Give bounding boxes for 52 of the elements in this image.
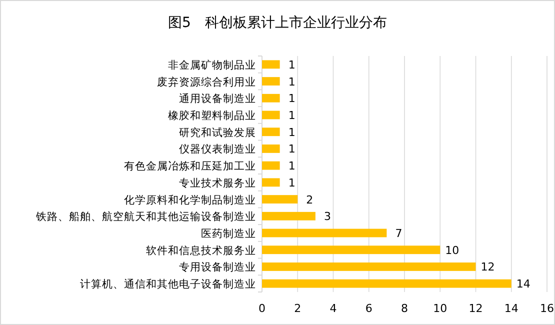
- y-tick-label: 铁路、船舶、航空航天和其他运输设备制造业: [35, 210, 256, 224]
- x-tick-label: 8: [401, 302, 408, 315]
- x-tick-label: 16: [540, 302, 554, 315]
- data-label: 1: [288, 176, 296, 190]
- chart-title: 图5 科创板累计上市企业行业分布: [168, 15, 387, 31]
- x-tick-label: 10: [433, 302, 448, 315]
- data-label: 1: [288, 126, 296, 139]
- y-tick-label: 仪器仪表制造业: [179, 142, 256, 156]
- data-label: 14: [516, 278, 530, 291]
- data-label: 2: [306, 193, 314, 206]
- y-tick-label: 橡胶和塑料制品业: [168, 109, 256, 122]
- data-label: 10: [445, 244, 460, 257]
- y-tick-label: 通用设备制造业: [179, 92, 256, 106]
- bar: [262, 262, 476, 271]
- y-tick-label: 化学原料和化学制品制造业: [124, 193, 256, 206]
- bar: [262, 161, 280, 170]
- x-tick-label: 4: [330, 302, 337, 315]
- x-tick-label: 2: [294, 302, 302, 315]
- bar: [262, 279, 512, 288]
- y-tick-label: 有色金属冶炼和压延加工业: [124, 160, 256, 173]
- x-tick-label: 12: [468, 302, 483, 315]
- bar: [262, 128, 280, 136]
- bar: [262, 195, 298, 204]
- bar: [262, 94, 280, 102]
- bar: [262, 110, 280, 120]
- y-tick-label: 专业技术服务业: [179, 176, 256, 190]
- data-label: 1: [288, 92, 296, 106]
- data-label: 7: [395, 227, 402, 240]
- bar: [262, 212, 316, 220]
- bar: [262, 77, 280, 86]
- bar: [262, 144, 280, 153]
- bar: [262, 228, 387, 238]
- x-tick-label: 0: [258, 302, 266, 315]
- x-tick-label: 6: [365, 302, 372, 315]
- bar: [262, 178, 280, 187]
- bar: [262, 246, 440, 254]
- y-tick-label: 专用设备制造业: [179, 260, 256, 274]
- data-label: 3: [324, 210, 331, 224]
- y-tick-label: 软件和信息技术服务业: [146, 244, 256, 257]
- y-tick-label: 非金属矿物制品业: [168, 58, 256, 72]
- data-label: 1: [288, 75, 296, 88]
- y-tick-label: 研究和试验发展: [179, 126, 256, 139]
- data-label: 1: [288, 142, 296, 156]
- y-tick-label: 医药制造业: [201, 227, 256, 240]
- data-label: 12: [480, 260, 495, 274]
- x-tick-label: 14: [504, 302, 518, 315]
- y-tick-label: 废弃资源综合利用业: [157, 75, 256, 88]
- y-tick-label: 计算机、通信和其他电子设备制造业: [80, 278, 256, 291]
- data-label: 1: [288, 109, 296, 122]
- bar: [262, 60, 280, 69]
- data-label: 1: [288, 58, 296, 72]
- data-label: 1: [288, 160, 296, 173]
